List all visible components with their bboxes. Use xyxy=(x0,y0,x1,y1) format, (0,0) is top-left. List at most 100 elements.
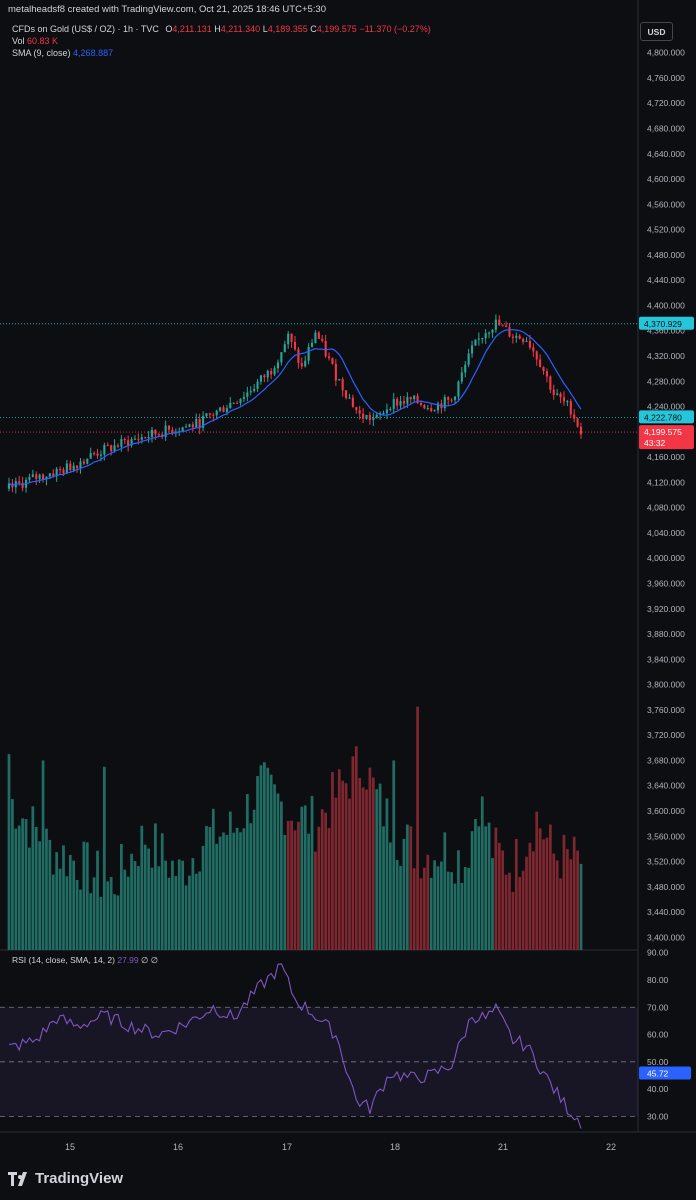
price-tick-label: 3,600.000 xyxy=(647,806,685,816)
candle-body xyxy=(72,465,75,471)
currency-button[interactable]: USD xyxy=(640,22,673,41)
volume-bar xyxy=(572,836,576,950)
candle-body xyxy=(447,397,450,400)
candle-body xyxy=(225,408,228,412)
volume-bar xyxy=(7,754,11,950)
candle-body xyxy=(321,338,324,341)
rsi-axis-badge xyxy=(639,1066,691,1080)
candle-body xyxy=(413,395,416,400)
candle-body xyxy=(215,410,218,416)
candle-body xyxy=(396,399,399,406)
candle-body xyxy=(576,418,579,427)
candle-body xyxy=(562,397,566,402)
volume-bar xyxy=(559,878,562,950)
volume-bar xyxy=(531,851,535,950)
volume-bar xyxy=(266,767,270,950)
volume-bar xyxy=(555,860,559,950)
price-tick-label: 4,440.000 xyxy=(647,275,685,285)
candle-body xyxy=(573,414,576,419)
volume-bar xyxy=(157,866,161,950)
candle-body xyxy=(93,453,96,455)
candle-body xyxy=(89,453,92,459)
price-tick-label: 3,960.000 xyxy=(647,578,685,588)
volume-bar xyxy=(21,818,24,950)
tradingview-logo-icon xyxy=(8,1171,27,1186)
volume-bar xyxy=(351,756,355,950)
volume-bar xyxy=(297,821,300,950)
volume-bar xyxy=(436,866,440,950)
candle-body xyxy=(144,437,147,439)
volume-bar xyxy=(314,851,317,950)
symbol-legend[interactable]: CFDs on Gold (US$ / OZ) · 1h · TVC O4,21… xyxy=(12,24,431,34)
candle-body xyxy=(552,389,555,395)
candle-body xyxy=(399,401,402,406)
volume-bar xyxy=(293,830,297,950)
price-tick-label: 4,160.000 xyxy=(647,452,685,462)
candle-body xyxy=(239,398,242,404)
price-tick-label: 4,360.000 xyxy=(647,326,685,336)
candle-body xyxy=(423,404,426,409)
rsi-legend[interactable]: RSI (14, close, SMA, 14, 2) 27.99 ∅ ∅ xyxy=(12,955,158,966)
candle-body xyxy=(525,340,528,342)
volume-bar xyxy=(174,875,178,950)
candle-body xyxy=(545,371,549,377)
volume-bar xyxy=(303,805,307,950)
price-tick-label: 4,080.000 xyxy=(647,503,685,513)
candle-body xyxy=(164,425,167,437)
tradingview-logo[interactable]: TradingView xyxy=(8,1170,123,1187)
candle-body xyxy=(208,413,211,415)
volume-bar xyxy=(327,828,331,950)
candle-body xyxy=(297,349,300,363)
volume-bar xyxy=(191,858,195,950)
volume-bar xyxy=(283,834,287,950)
candle-body xyxy=(263,375,266,378)
volume-bar xyxy=(535,811,539,950)
sma-legend[interactable]: SMA (9, close) 4,268.887 xyxy=(12,48,113,58)
volume-bar xyxy=(453,883,457,950)
volume-bar xyxy=(109,877,113,950)
price-tick-label: 4,400.000 xyxy=(647,300,685,310)
candle-body xyxy=(41,474,45,480)
candle-body xyxy=(300,362,303,367)
volume-bar xyxy=(184,885,188,950)
volume-bar xyxy=(402,838,406,950)
candle-body xyxy=(59,468,62,470)
price-tick-label: 4,000.000 xyxy=(647,553,685,563)
volume-bar xyxy=(62,845,65,950)
volume-bar xyxy=(116,895,120,950)
candle-body xyxy=(314,332,317,343)
candle-body xyxy=(549,376,552,390)
volume-bar xyxy=(228,811,232,950)
volume-bar xyxy=(269,774,273,950)
volume-bar xyxy=(463,867,467,950)
volume-bar xyxy=(164,860,167,950)
volume-bar xyxy=(130,853,133,950)
candle-body xyxy=(528,340,531,348)
high-value: 4,211.340 xyxy=(220,24,261,34)
volume-bar xyxy=(215,843,219,950)
volume-bar xyxy=(405,824,409,950)
candle-body xyxy=(157,434,160,436)
rsi-extra: ∅ ∅ xyxy=(141,955,159,965)
price-tick-label: 4,120.000 xyxy=(647,477,685,487)
candle-body xyxy=(310,342,314,347)
volume-bar xyxy=(491,858,494,950)
volume-bar xyxy=(171,860,174,950)
price-tick-label: 3,880.000 xyxy=(647,629,685,639)
volume-legend[interactable]: Vol 60.83 K xyxy=(12,36,58,46)
volume-bar xyxy=(126,876,130,950)
candle-body xyxy=(76,465,79,469)
volume-bar xyxy=(140,825,144,950)
time-tick-label: 21 xyxy=(498,1142,508,1152)
open-label: O xyxy=(165,24,173,34)
candle-body xyxy=(327,356,331,359)
candle-body xyxy=(86,458,89,464)
candle-body xyxy=(481,338,484,340)
volume-bar xyxy=(290,820,293,950)
volume-bar xyxy=(528,842,532,950)
change-value: −11.370 (−0.27%) xyxy=(359,24,431,34)
candle-body xyxy=(171,429,174,434)
candle-body xyxy=(256,381,259,389)
candle-body xyxy=(559,393,562,398)
